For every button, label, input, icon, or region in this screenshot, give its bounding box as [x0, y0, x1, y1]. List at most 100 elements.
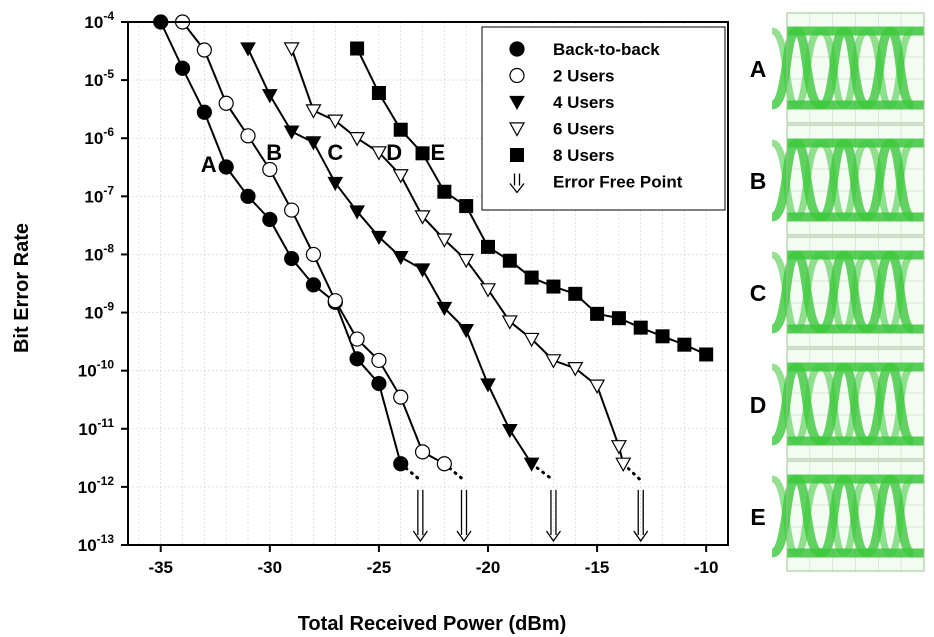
data-point — [174, 60, 191, 76]
data-point — [611, 311, 626, 326]
eye-trace-rise — [770, 362, 823, 446]
data-point — [501, 315, 518, 330]
data-point — [655, 329, 670, 344]
eye-label-b: B — [750, 168, 767, 194]
data-point — [349, 331, 365, 347]
eye-trace-rise — [770, 26, 823, 110]
eye-frame — [786, 12, 925, 124]
series-line — [159, 21, 402, 465]
curve-letter-c: C — [327, 140, 343, 165]
data-point — [218, 159, 234, 175]
eye-trace-fall — [770, 475, 823, 557]
eye-trace-fall — [865, 475, 915, 557]
series-dotted-tail — [530, 462, 555, 482]
data-point — [393, 456, 409, 472]
legend-marker — [508, 122, 526, 137]
data-point — [458, 253, 475, 269]
eye-trace-fall — [819, 139, 869, 221]
data-point — [501, 423, 518, 439]
x-axis-title: Total Received Power (dBm) — [298, 613, 567, 635]
y-axis-title: Bit Error Rate — [11, 223, 33, 353]
legend-marker — [510, 148, 524, 162]
data-point — [610, 440, 627, 455]
data-point — [349, 351, 365, 367]
data-point — [699, 347, 714, 362]
curve-letter-b: B — [266, 140, 282, 165]
eye-trace-rise — [819, 362, 869, 446]
series-dotted-tail — [399, 462, 422, 482]
eye-trace-fall — [865, 139, 915, 221]
x-tick-label: -25 — [367, 558, 392, 577]
data-point — [196, 104, 212, 120]
y-tick-label: 10-12 — [78, 474, 115, 497]
data-point — [589, 379, 606, 394]
legend-label: 6 Users — [553, 120, 614, 139]
x-tick-label: -15 — [585, 558, 610, 577]
legend-label: Back-to-back — [553, 40, 660, 59]
error-free-arrow — [456, 489, 472, 543]
eye-trace-rise — [865, 362, 915, 446]
eye-frame — [786, 348, 925, 460]
x-tick-label: -35 — [148, 558, 173, 577]
eye-trace-fall — [865, 27, 915, 109]
eye-trace-fall — [770, 139, 823, 221]
data-point — [524, 270, 539, 285]
eye-trace-fall — [865, 363, 915, 445]
data-point — [327, 293, 343, 309]
eye-frame — [786, 460, 925, 572]
eye-diagram-panel: A B C D E — [750, 12, 925, 572]
eye-trace-rise — [770, 474, 823, 558]
data-point — [546, 279, 561, 294]
eye-trace-fall — [770, 363, 823, 445]
series-dotted-tail — [621, 462, 643, 482]
data-point — [436, 456, 452, 472]
eye-trace-rise — [865, 138, 915, 222]
data-point — [370, 146, 387, 161]
y-tick-label: 10-11 — [78, 416, 114, 439]
arrow-head — [545, 530, 561, 543]
legend: Back-to-back 2 Users 4 Users 6 Users 8 Users… — [481, 26, 726, 211]
data-point — [349, 205, 365, 220]
eye-diagram-a: A — [750, 12, 925, 124]
data-point — [283, 125, 300, 140]
error-free-arrows — [412, 489, 649, 543]
data-point — [283, 42, 300, 57]
data-point — [392, 251, 409, 266]
arrow-head — [633, 530, 649, 543]
eye-frame — [786, 124, 925, 236]
data-point — [218, 95, 234, 111]
data-point — [480, 378, 496, 393]
eye-label-c: C — [750, 280, 767, 306]
y-tick-label: 10-9 — [84, 300, 114, 323]
data-point — [590, 306, 605, 321]
y-tick-label: 10-6 — [84, 125, 114, 148]
legend-marker — [509, 67, 525, 84]
data-point — [414, 210, 431, 225]
x-tick-labels: -35 -30 -25 -20 -15 -10 — [148, 558, 718, 577]
series-dotted-tail — [442, 462, 466, 482]
data-point — [568, 286, 583, 301]
eye-trace-fall — [819, 363, 869, 445]
curve-letter-e: E — [430, 140, 445, 165]
data-point — [545, 354, 562, 369]
legend-label: Error Free Point — [553, 173, 683, 192]
data-point — [393, 389, 409, 405]
series-back-to-back — [153, 14, 422, 482]
y-tick-label: 10-8 — [84, 241, 114, 264]
eye-trace-fall — [819, 251, 869, 333]
series-8-users — [350, 41, 714, 362]
data-point — [523, 457, 540, 472]
legend-box — [481, 26, 726, 211]
data-point — [523, 332, 540, 348]
eye-label-a: A — [750, 56, 767, 82]
eye-trace-rise — [770, 250, 823, 334]
series-2-users — [174, 14, 466, 482]
data-point — [327, 176, 344, 191]
eye-trace-rise — [865, 474, 915, 558]
series-line — [247, 48, 533, 465]
data-point — [349, 132, 366, 147]
data-point — [415, 146, 430, 161]
axes — [121, 21, 729, 552]
eye-trace-fall — [819, 27, 869, 109]
y-tick-label: 10-13 — [78, 532, 115, 555]
